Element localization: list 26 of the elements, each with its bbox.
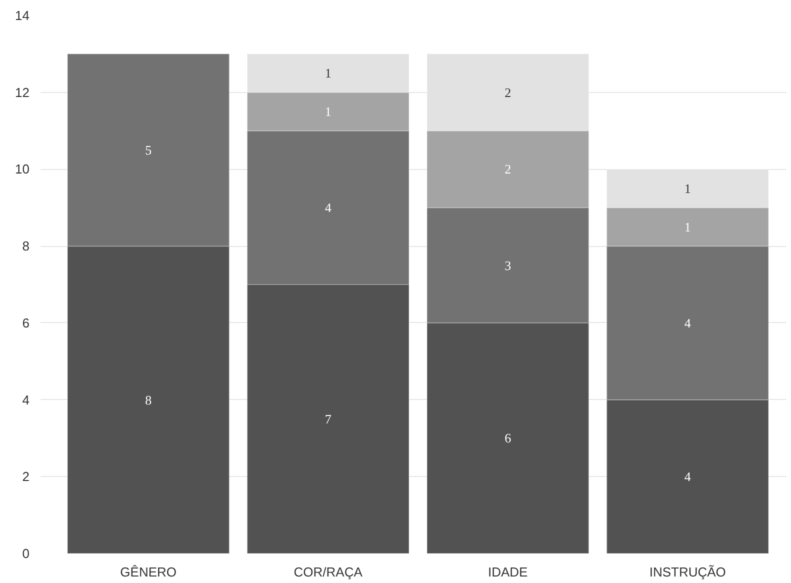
y-tick-label: 12 xyxy=(15,84,30,100)
x-tick-label: GÊNERO xyxy=(120,564,177,580)
data-label: 5 xyxy=(145,142,152,158)
data-label: 2 xyxy=(504,84,512,100)
y-tick-label: 2 xyxy=(22,469,30,484)
y-tick-label: 4 xyxy=(22,392,30,408)
data-label: 6 xyxy=(504,430,512,446)
data-label: 1 xyxy=(684,219,691,234)
data-label: 8 xyxy=(145,392,152,408)
data-label: 4 xyxy=(684,315,692,330)
x-tick-label: INSTRUÇÃO xyxy=(649,564,726,580)
y-tick-label: 8 xyxy=(22,238,30,254)
y-tick-label: 14 xyxy=(15,8,30,23)
y-tick-label: 6 xyxy=(22,315,30,330)
data-label: 3 xyxy=(504,258,512,273)
x-tick-label: COR/RAÇA xyxy=(294,564,363,580)
data-label: 4 xyxy=(684,469,692,484)
data-label: 2 xyxy=(504,162,512,177)
data-label: 7 xyxy=(324,412,332,426)
data-label: 4 xyxy=(324,200,332,216)
y-tick-label: 0 xyxy=(22,546,30,561)
y-tick-label: 10 xyxy=(15,162,30,177)
data-label: 1 xyxy=(684,180,691,196)
data-label: 1 xyxy=(324,104,332,120)
x-tick-label: IDADE xyxy=(488,564,528,580)
data-label: 1 xyxy=(324,66,332,81)
